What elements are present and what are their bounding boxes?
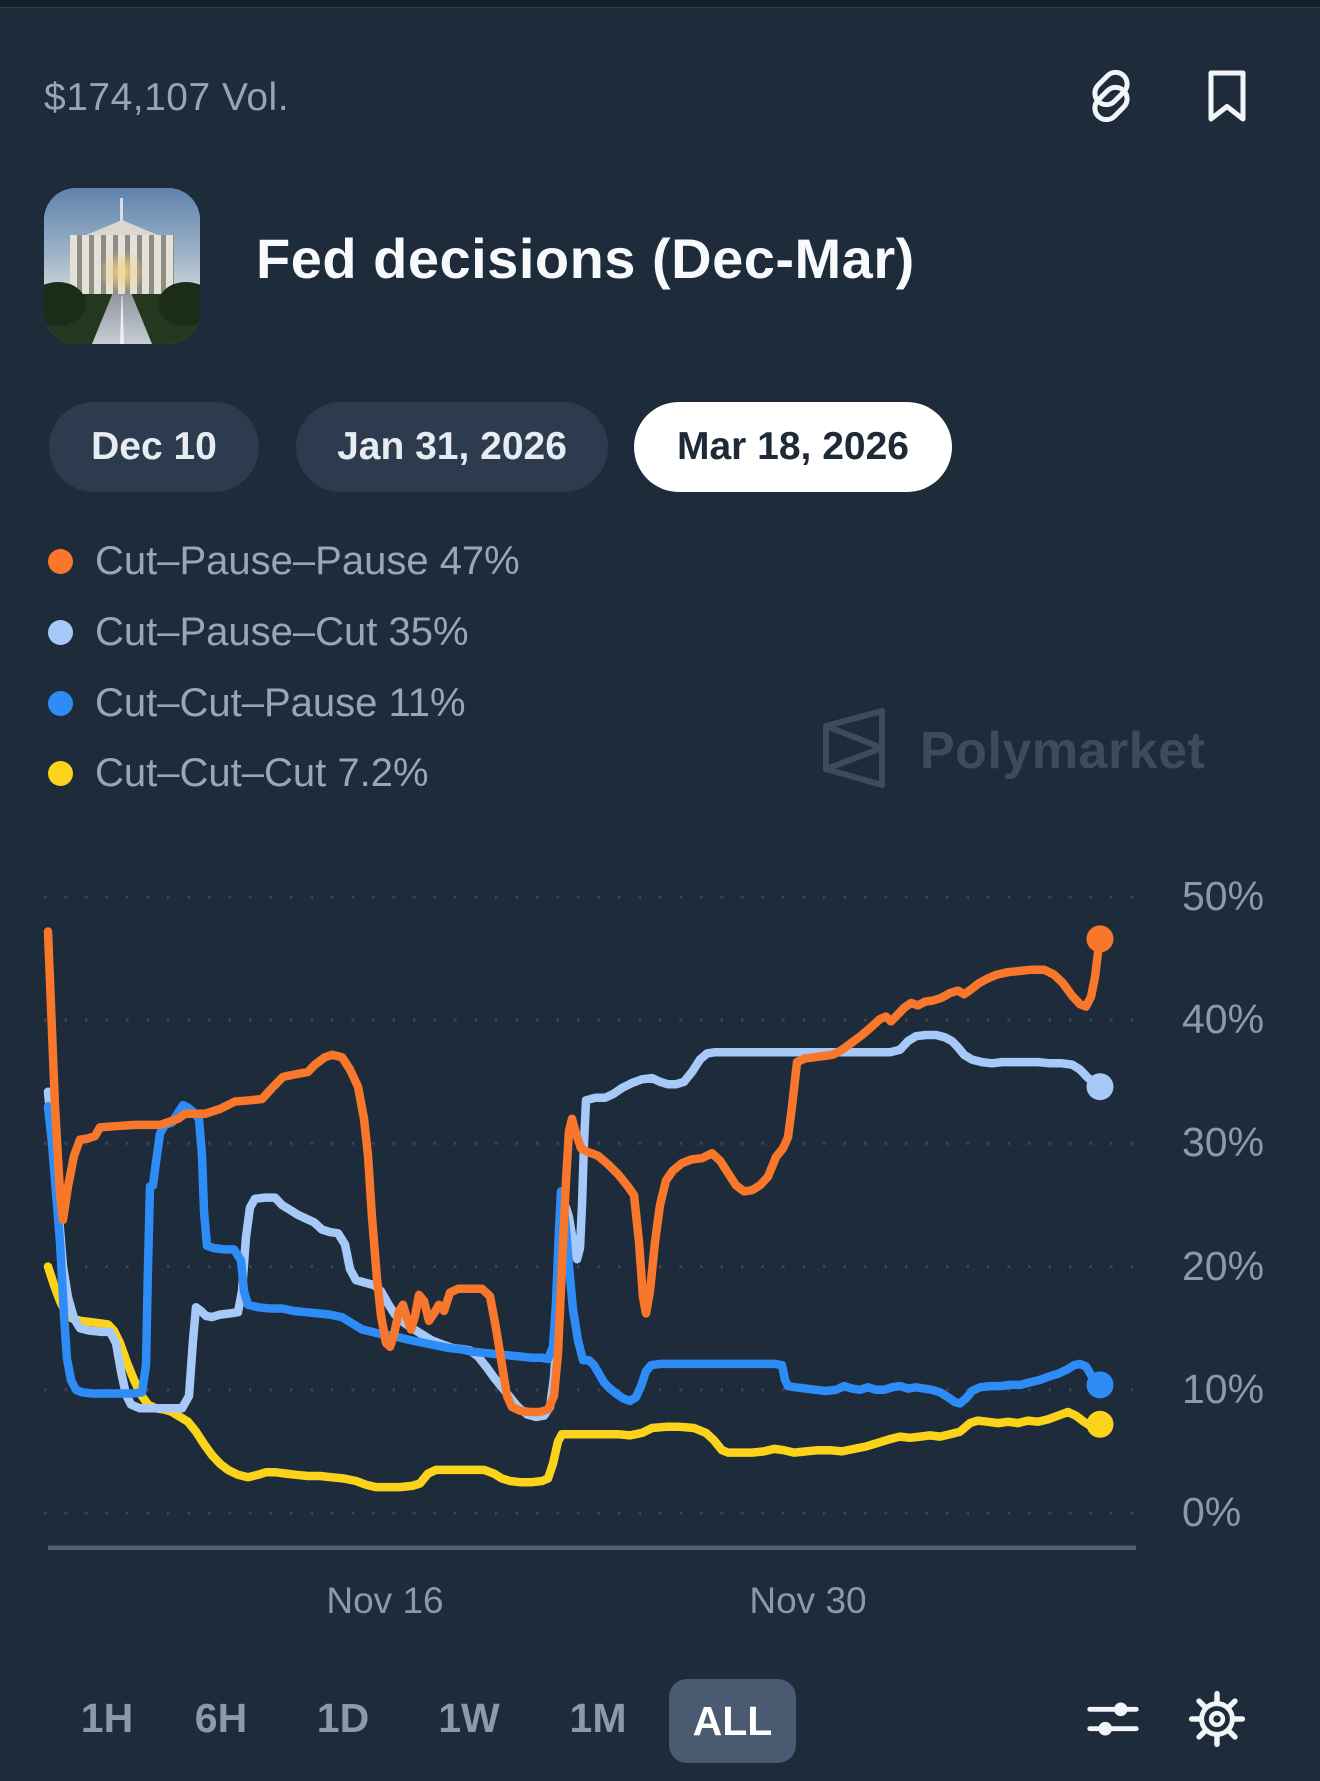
legend-label: Cut–Cut–Pause 11% xyxy=(95,680,466,725)
x-axis-label: Nov 30 xyxy=(749,1580,867,1621)
watermark-text: Polymarket xyxy=(920,721,1206,780)
legend-item-cut-cut-cut[interactable]: Cut–Cut–Cut 7.2% xyxy=(44,747,429,799)
range-label: 1W xyxy=(438,1694,500,1741)
y-axis-label: 40% xyxy=(1182,996,1265,1043)
tab-label: Jan 31, 2026 xyxy=(337,425,567,468)
settings-gear-icon xyxy=(1188,1690,1246,1751)
series-line-cut-pause-pause xyxy=(43,927,1105,1417)
legend-label: Cut–Pause–Pause 47% xyxy=(95,538,520,583)
settings-button[interactable] xyxy=(1188,1690,1246,1751)
y-axis-label: 20% xyxy=(1182,1242,1265,1289)
volume-label: $174,107 Vol. xyxy=(44,76,290,119)
legend-item-cut-pause-pause[interactable]: Cut–Pause–Pause 47% xyxy=(44,535,520,587)
legend-dot-yellow xyxy=(48,760,73,786)
legend-item-cut-pause-cut[interactable]: Cut–Pause–Cut 35% xyxy=(44,606,469,658)
tab-label: Mar 18, 2026 xyxy=(676,425,909,468)
range-button-6h[interactable]: 6H xyxy=(173,1690,269,1746)
bookmark-button[interactable] xyxy=(1198,68,1256,126)
legend-dot-lightblue xyxy=(48,619,73,645)
price-history-chart[interactable] xyxy=(0,830,1320,1550)
tab-label: Dec 10 xyxy=(91,425,217,468)
polymarket-watermark: Polymarket xyxy=(818,706,1205,795)
range-label: 1D xyxy=(316,1694,370,1741)
tab-dec-10[interactable]: Dec 10 xyxy=(49,402,259,492)
legend-dot-blue xyxy=(48,690,73,716)
copy-link-button[interactable] xyxy=(1082,68,1140,126)
range-button-1h[interactable]: 1H xyxy=(59,1690,155,1746)
filter-sliders-icon xyxy=(1082,1688,1144,1753)
range-label: ALL xyxy=(692,1697,773,1744)
range-button-all[interactable]: ALL xyxy=(669,1679,796,1763)
legend-label: Cut–Cut–Cut 7.2% xyxy=(95,750,429,795)
range-button-1d[interactable]: 1D xyxy=(295,1690,391,1746)
market-thumbnail-fed-building xyxy=(44,188,200,344)
polymarket-logo-icon xyxy=(818,706,890,795)
tab-mar-18-2026[interactable]: Mar 18, 2026 xyxy=(634,402,952,492)
y-axis-label: 10% xyxy=(1182,1365,1265,1412)
y-axis-label: 0% xyxy=(1182,1489,1242,1535)
endpoint-dot-cut-cut-cut xyxy=(1086,1410,1114,1438)
range-label: 1H xyxy=(80,1694,134,1741)
series-line-cut-cut-cut xyxy=(43,1262,1105,1492)
chart-options-button[interactable] xyxy=(1084,1691,1142,1749)
y-axis-label: 50% xyxy=(1182,873,1265,919)
page-title: Fed decisions (Dec-Mar) xyxy=(256,227,915,290)
range-button-1m[interactable]: 1M xyxy=(550,1690,646,1746)
page-top-divider xyxy=(0,0,1320,8)
tab-jan-31-2026[interactable]: Jan 31, 2026 xyxy=(296,402,608,492)
endpoint-dot-cut-pause-pause xyxy=(1086,925,1114,953)
legend-dot-orange xyxy=(48,548,73,574)
x-axis-label: Nov 16 xyxy=(326,1580,444,1621)
link-icon xyxy=(1083,68,1139,127)
range-button-1w[interactable]: 1W xyxy=(421,1690,517,1746)
bookmark-icon xyxy=(1201,68,1253,127)
endpoint-dot-cut-cut-pause xyxy=(1086,1371,1114,1399)
y-axis-label: 30% xyxy=(1182,1119,1265,1166)
range-label: 6H xyxy=(194,1694,248,1741)
range-label: 1M xyxy=(569,1694,627,1741)
legend-item-cut-cut-pause[interactable]: Cut–Cut–Pause 11% xyxy=(44,677,466,729)
legend-label: Cut–Pause–Cut 35% xyxy=(95,609,469,654)
endpoint-dot-cut-pause-cut xyxy=(1086,1073,1114,1101)
